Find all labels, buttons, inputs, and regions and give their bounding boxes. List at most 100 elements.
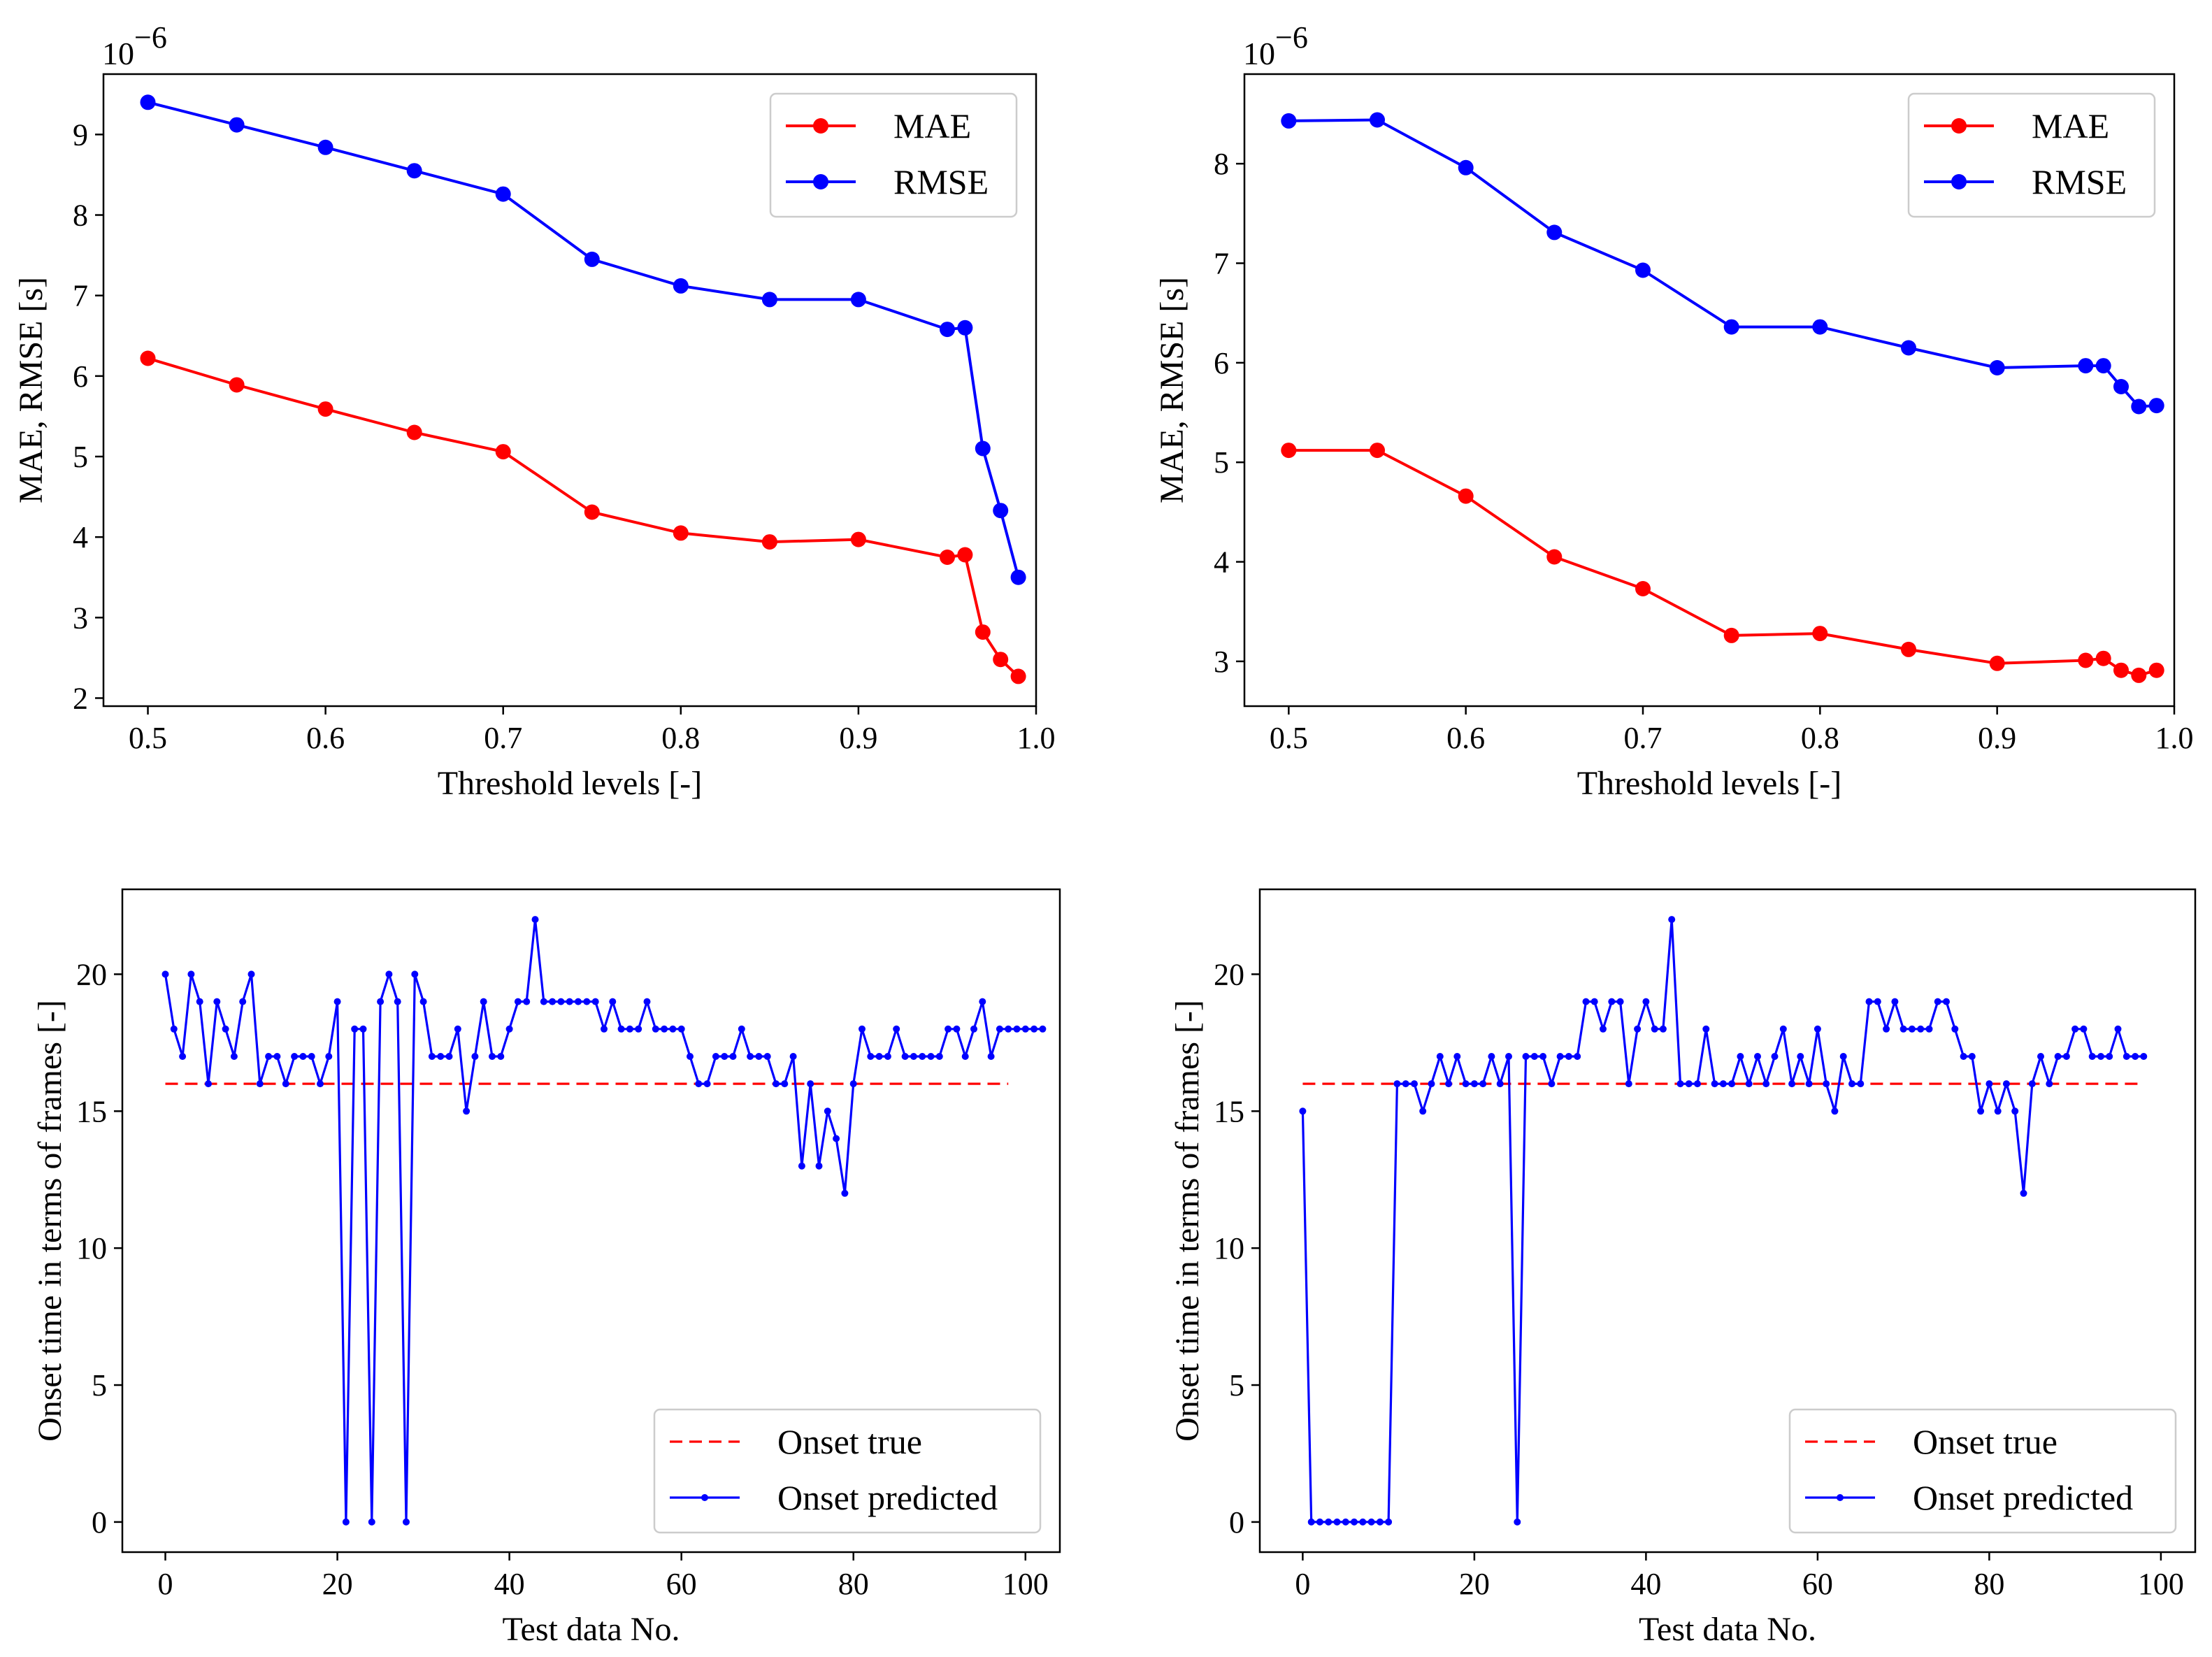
data-point [583, 998, 591, 1005]
data-point [824, 1107, 831, 1115]
legend-label: Onset true [1913, 1422, 2057, 1461]
data-point [953, 1025, 961, 1033]
y-tick-label: 6 [1214, 346, 1229, 380]
data-point [1989, 655, 2005, 671]
data-point [940, 550, 955, 565]
data-point [1925, 1025, 1933, 1033]
data-point [1548, 1080, 1556, 1088]
data-point [1779, 1025, 1787, 1033]
data-point [901, 1053, 909, 1060]
x-tick-label: 0.5 [1270, 721, 1308, 755]
y-tick-label: 7 [73, 279, 88, 313]
data-point [229, 377, 245, 393]
data-point [1359, 1518, 1367, 1526]
data-point [1831, 1107, 1839, 1115]
data-point [996, 1025, 1003, 1033]
data-point [368, 1518, 375, 1526]
data-point [205, 1080, 212, 1088]
y-axis-label: MAE, RMSE [s] [13, 277, 50, 503]
data-point [377, 998, 385, 1005]
data-point [1635, 262, 1651, 278]
data-point [677, 1025, 685, 1033]
legend-label: RMSE [2032, 162, 2127, 201]
data-point [1745, 1080, 1753, 1088]
data-point [523, 998, 531, 1005]
data-point [1539, 1053, 1547, 1060]
data-point [875, 1053, 883, 1060]
data-point [299, 1053, 307, 1060]
data-point [495, 186, 511, 202]
data-point [1470, 1080, 1478, 1088]
data-point [325, 1053, 333, 1060]
data-point [993, 652, 1009, 668]
data-point [970, 1025, 977, 1033]
data-point [1891, 998, 1899, 1005]
data-point [781, 1080, 789, 1088]
x-tick-label: 0 [158, 1567, 173, 1601]
data-point [140, 350, 156, 366]
y-tick-label: 20 [1214, 957, 1244, 991]
data-point [1385, 1518, 1393, 1526]
data-point [566, 998, 573, 1005]
data-point [575, 998, 582, 1005]
data-point [273, 1053, 281, 1060]
y-axis-label: Onset time in terms of frames [-] [1169, 1000, 1206, 1442]
data-point [1901, 340, 1916, 356]
legend-label: MAE [893, 106, 971, 145]
data-point [1590, 998, 1598, 1005]
data-point [695, 1080, 703, 1088]
plot-frame [121, 888, 1061, 1554]
data-point [945, 1025, 952, 1033]
data-point [471, 1053, 479, 1060]
y-tick-label: 5 [73, 440, 88, 474]
x-tick-label: 0.7 [484, 721, 522, 755]
data-point [1668, 916, 1676, 924]
data-point [1479, 1080, 1487, 1088]
data-point [1458, 488, 1474, 504]
x-tick-label: 1.0 [2155, 721, 2194, 755]
data-point [591, 998, 599, 1005]
data-point [1711, 1080, 1718, 1088]
data-point [1616, 998, 1624, 1005]
data-point [761, 534, 777, 550]
data-point [1625, 1080, 1632, 1088]
series-mae [140, 350, 1026, 684]
legend: MAE RMSE [1907, 92, 2156, 218]
data-point [584, 504, 600, 520]
data-point [1901, 641, 1916, 657]
data-point [463, 1107, 471, 1115]
data-point [1281, 443, 1297, 459]
data-point [1530, 1053, 1538, 1060]
data-point [2088, 1053, 2096, 1060]
data-point [1574, 1053, 1581, 1060]
data-point [317, 401, 333, 417]
legend: MAE RMSE [769, 92, 1018, 218]
legend-item-onset-predicted: Onset predicted [670, 1478, 998, 1517]
data-point [1812, 319, 1828, 335]
data-point [1943, 998, 1950, 1005]
data-point [179, 1053, 187, 1060]
data-point [1458, 159, 1474, 175]
data-point [454, 1025, 461, 1033]
x-tick-label: 80 [838, 1567, 869, 1601]
data-point [738, 1025, 745, 1033]
data-point [196, 998, 203, 1005]
y-tick-label: 9 [73, 117, 88, 152]
data-point [1411, 1080, 1418, 1088]
data-point [1934, 998, 1941, 1005]
legend-item-onset-true: Onset true [670, 1422, 922, 1461]
data-point [2071, 1025, 2079, 1033]
data-point [1737, 1053, 1744, 1060]
x-axis-label: Test data No. [503, 1611, 680, 1648]
series-line [147, 357, 1019, 677]
data-point [1419, 1107, 1427, 1115]
data-point [1960, 1053, 1967, 1060]
legend-item-onset-true: Onset true [1805, 1422, 2057, 1461]
data-point [1445, 1080, 1453, 1088]
data-point [1556, 1053, 1564, 1060]
data-point [505, 1025, 513, 1033]
data-point [1848, 1080, 1855, 1088]
data-point [859, 1025, 866, 1033]
data-point [1874, 998, 1881, 1005]
